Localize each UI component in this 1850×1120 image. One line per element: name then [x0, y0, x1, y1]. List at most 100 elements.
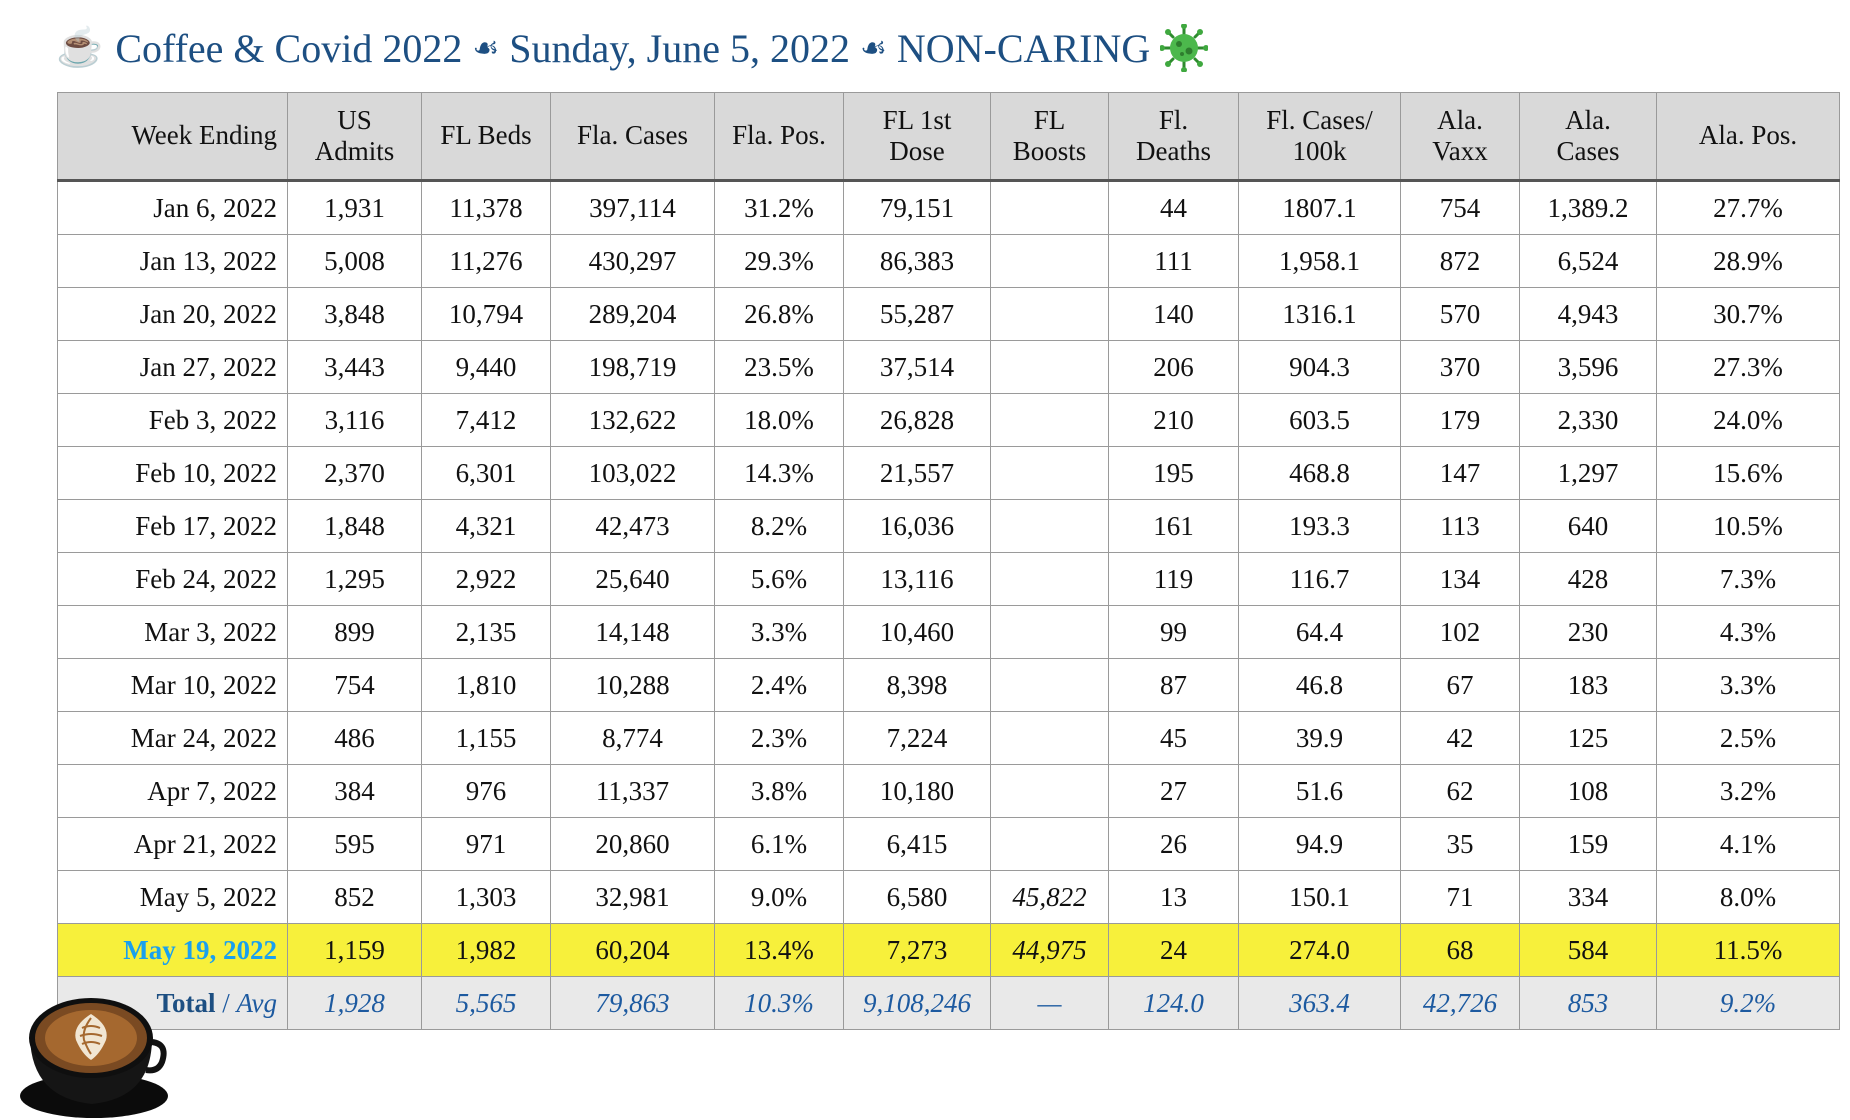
- total-cell: —: [990, 976, 1109, 1030]
- table-cell: 334: [1519, 870, 1657, 924]
- table-cell: 1,159: [287, 923, 422, 977]
- table-cell: [990, 817, 1109, 871]
- table-cell: 570: [1400, 287, 1520, 341]
- table-cell: 179: [1400, 393, 1520, 447]
- table-cell: 14.3%: [714, 446, 844, 500]
- table-cell: 486: [287, 711, 422, 765]
- table-row: Mar 24, 2022 486 1,155 8,774 2.3% 7,224 45 39.9…: [57, 711, 1840, 765]
- column-header: FL Boosts: [990, 92, 1109, 182]
- table-cell: 24.0%: [1656, 393, 1840, 447]
- table-cell: 42: [1400, 711, 1520, 765]
- table-cell: 125: [1519, 711, 1657, 765]
- table-cell: 2.4%: [714, 658, 844, 712]
- page-title: ☕ Coffee & Covid 2022 ☙ Sunday, June 5, …: [56, 18, 1209, 78]
- table-cell: 26,828: [843, 393, 991, 447]
- table-cell: 2,330: [1519, 393, 1657, 447]
- table-cell: [990, 393, 1109, 447]
- covid-data-table: Week Ending US Admits FL Beds Fla. Cases Fla.…: [57, 92, 1840, 1030]
- table-cell: 976: [421, 764, 551, 818]
- table-cell: 132,622: [550, 393, 715, 447]
- table-cell: 4.1%: [1656, 817, 1840, 871]
- table-cell: 37,514: [843, 340, 991, 394]
- table-cell: 86,383: [843, 234, 991, 288]
- table-row: Feb 17, 2022 1,848 4,321 42,473 8.2% 16,036 16…: [57, 499, 1840, 553]
- table-cell: 11,276: [421, 234, 551, 288]
- column-header: Ala. Vaxx: [1400, 92, 1520, 182]
- week-ending-cell: Jan 20, 2022: [57, 287, 288, 341]
- table-cell: 754: [287, 658, 422, 712]
- table-cell: 11.5%: [1656, 923, 1840, 977]
- table-cell: 15.6%: [1656, 446, 1840, 500]
- table-cell: 6.1%: [714, 817, 844, 871]
- table-cell: 27.3%: [1656, 340, 1840, 394]
- table-row: Jan 13, 2022 5,008 11,276 430,297 29.3% 86,38…: [57, 234, 1840, 288]
- table-cell: [990, 234, 1109, 288]
- column-header-text: US: [337, 104, 372, 135]
- table-cell: 44: [1108, 180, 1239, 235]
- table-cell: 25,640: [550, 552, 715, 606]
- table-cell: 23.5%: [714, 340, 844, 394]
- table-cell: 1,958.1: [1238, 234, 1401, 288]
- table-cell: 20,860: [550, 817, 715, 871]
- table-cell: 289,204: [550, 287, 715, 341]
- table-cell: 7.3%: [1656, 552, 1840, 606]
- week-ending-cell: May 19, 2022: [57, 923, 288, 977]
- column-header-text: FL: [1033, 104, 1066, 135]
- table-cell: 140: [1108, 287, 1239, 341]
- table-cell: 16,036: [843, 499, 991, 553]
- table-cell: 1,810: [421, 658, 551, 712]
- table-cell: 46.8: [1238, 658, 1401, 712]
- week-ending-cell: Jan 27, 2022: [57, 340, 288, 394]
- column-header: Ala. Pos.: [1656, 92, 1840, 182]
- column-header-text: Ala. Pos.: [1698, 120, 1798, 151]
- total-cell: 10.3%: [714, 976, 844, 1030]
- table-cell: 67: [1400, 658, 1520, 712]
- column-header: FL Beds: [421, 92, 551, 182]
- week-ending-cell: Mar 3, 2022: [57, 605, 288, 659]
- table-cell: 161: [1108, 499, 1239, 553]
- total-cell: 363.4: [1238, 976, 1401, 1030]
- week-ending-cell: Feb 10, 2022: [57, 446, 288, 500]
- table-cell: 134: [1400, 552, 1520, 606]
- table-cell: 904.3: [1238, 340, 1401, 394]
- column-header-text: Ala.: [1437, 104, 1483, 135]
- total-label-separator: /: [215, 987, 237, 1018]
- table-cell: 7,412: [421, 393, 551, 447]
- table-row: Jan 20, 2022 3,848 10,794 289,204 26.8% 55,28…: [57, 287, 1840, 341]
- table-row: Apr 7, 2022 384 976 11,337 3.8% 10,180 27 51.6 6…: [57, 764, 1840, 818]
- column-header-text: Ala.: [1565, 104, 1611, 135]
- table-cell: 10,794: [421, 287, 551, 341]
- table-cell: 2,135: [421, 605, 551, 659]
- table-row: May 5, 2022 852 1,303 32,981 9.0% 6,580 45,822…: [57, 870, 1840, 924]
- table-cell: 370: [1400, 340, 1520, 394]
- table-cell: 55,287: [843, 287, 991, 341]
- week-ending-cell: Apr 7, 2022: [57, 764, 288, 818]
- column-header-text: Boosts: [1012, 136, 1087, 166]
- table-cell: 87: [1108, 658, 1239, 712]
- table-cell: 3.3%: [1656, 658, 1840, 712]
- table-cell: [990, 764, 1109, 818]
- table-cell: 6,301: [421, 446, 551, 500]
- table-cell: 11,378: [421, 180, 551, 235]
- table-cell: 10,288: [550, 658, 715, 712]
- table-cell: 210: [1108, 393, 1239, 447]
- table-cell: 10,180: [843, 764, 991, 818]
- table-cell: 39.9: [1238, 711, 1401, 765]
- table-row: Feb 3, 2022 3,116 7,412 132,622 18.0% 26,828 2…: [57, 393, 1840, 447]
- table-cell: 45,822: [990, 870, 1109, 924]
- table-cell: 147: [1400, 446, 1520, 500]
- table-cell: 4.3%: [1656, 605, 1840, 659]
- column-header: Fl. Cases/100k: [1238, 92, 1401, 182]
- table-cell: 4,943: [1519, 287, 1657, 341]
- week-ending-cell: May 5, 2022: [57, 870, 288, 924]
- table-cell: 183: [1519, 658, 1657, 712]
- column-header-text: Dose: [889, 136, 945, 166]
- table-cell: 584: [1519, 923, 1657, 977]
- table-cell: 10.5%: [1656, 499, 1840, 553]
- table-cell: 274.0: [1238, 923, 1401, 977]
- table-cell: 8,398: [843, 658, 991, 712]
- table-cell: 45: [1108, 711, 1239, 765]
- table-cell: 9,440: [421, 340, 551, 394]
- table-cell: 24: [1108, 923, 1239, 977]
- total-cell: 79,863: [550, 976, 715, 1030]
